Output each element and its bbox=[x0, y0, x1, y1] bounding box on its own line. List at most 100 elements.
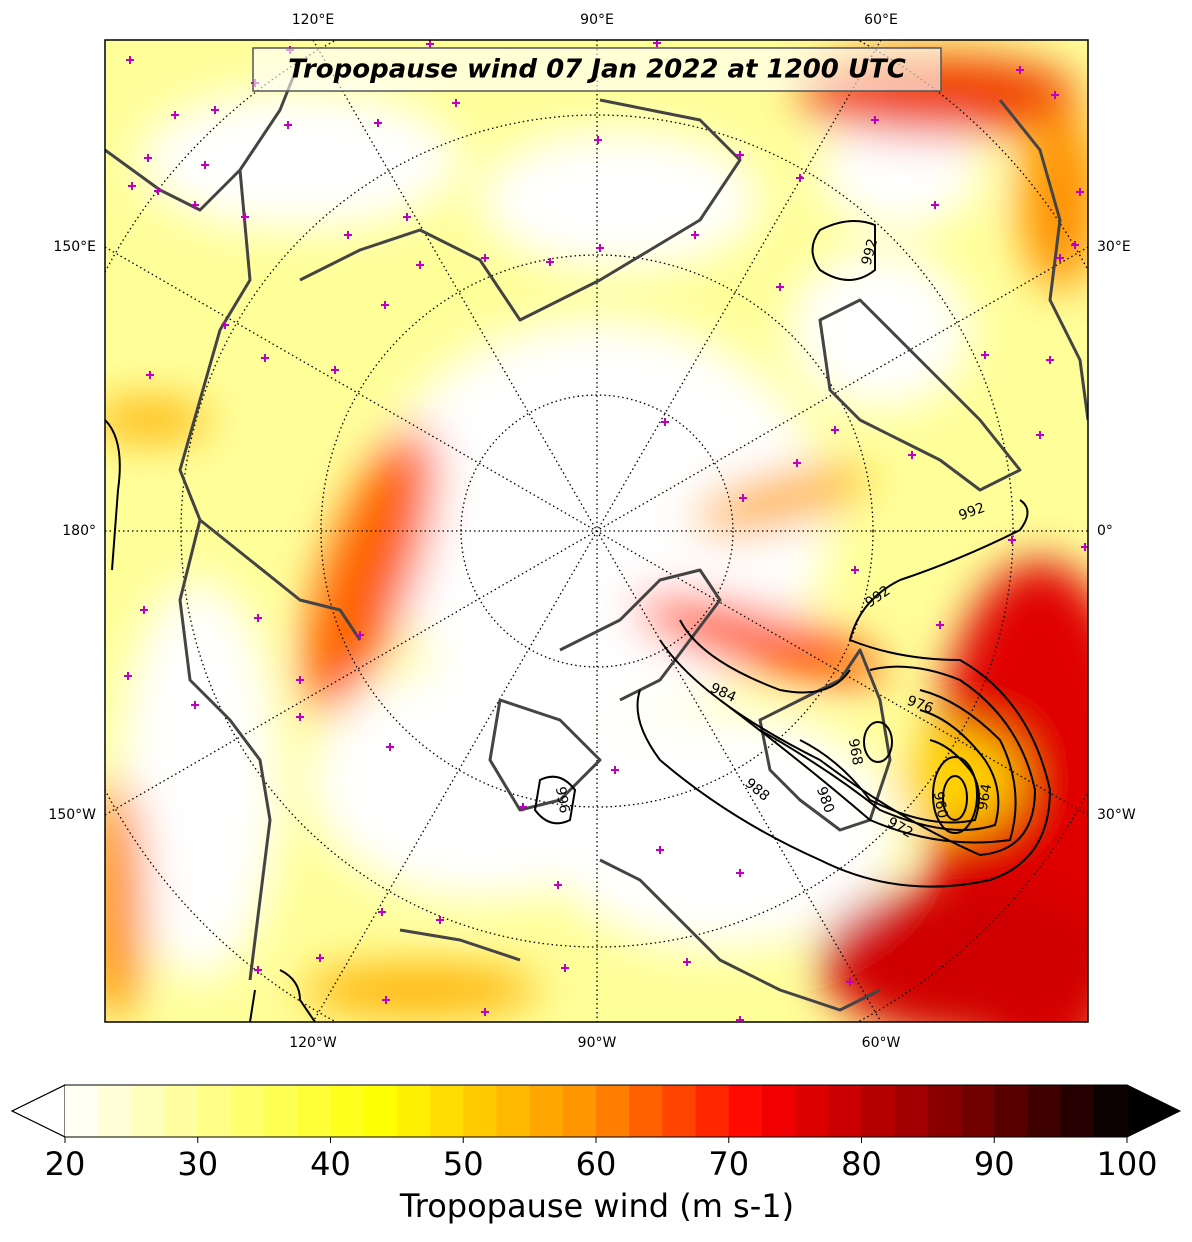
title-box bbox=[252, 47, 942, 92]
contour-label: 968 bbox=[845, 737, 865, 766]
colorbar-swatch bbox=[197, 1085, 232, 1137]
station bbox=[144, 154, 152, 162]
colorbar: 20 30 40 50 60 70 80 90 100 bbox=[10, 1084, 1182, 1183]
station bbox=[254, 614, 262, 622]
station bbox=[211, 106, 219, 114]
colorbar-swatch bbox=[131, 1085, 166, 1137]
lon-label: 120°E bbox=[292, 12, 335, 28]
colorbar-tick-label: 30 bbox=[177, 1145, 218, 1183]
station bbox=[191, 701, 199, 709]
station bbox=[736, 1016, 744, 1022]
colorbar-swatch bbox=[65, 1085, 99, 1137]
station bbox=[1056, 254, 1064, 262]
station bbox=[154, 187, 162, 195]
colorbar-swatch bbox=[695, 1085, 730, 1137]
contour-label: 964 bbox=[975, 782, 995, 811]
lon-label: 90°W bbox=[578, 1035, 617, 1051]
colorbar-tick-label: 90 bbox=[974, 1145, 1015, 1183]
station bbox=[736, 151, 744, 159]
station bbox=[871, 116, 879, 124]
lon-label: 60°W bbox=[862, 1035, 901, 1051]
station bbox=[201, 161, 209, 169]
station bbox=[171, 111, 179, 119]
lon-label: 180° bbox=[62, 523, 96, 539]
station bbox=[221, 321, 229, 329]
station bbox=[124, 672, 132, 680]
colorbar-swatch bbox=[98, 1085, 132, 1137]
station bbox=[191, 201, 199, 209]
colorbar-tick-label: 20 bbox=[45, 1145, 86, 1183]
station bbox=[1071, 241, 1079, 249]
station bbox=[316, 954, 324, 962]
wind-field bbox=[105, 55, 1088, 1022]
station bbox=[1036, 431, 1044, 439]
station bbox=[851, 566, 859, 574]
colorbar-tick-label: 50 bbox=[443, 1145, 484, 1183]
longitude-labels: 120°E 90°E 60°E 150°E 180° 150°W 30°E 0°… bbox=[48, 12, 1135, 1051]
colorbar-swatch bbox=[164, 1085, 199, 1137]
station bbox=[554, 881, 562, 889]
station bbox=[254, 966, 262, 974]
lon-label: 120°W bbox=[289, 1035, 337, 1051]
colorbar-swatch bbox=[894, 1085, 929, 1137]
station bbox=[381, 301, 389, 309]
colorbar-tick-label: 60 bbox=[576, 1145, 617, 1183]
station bbox=[561, 964, 569, 972]
station bbox=[378, 908, 386, 916]
colorbar-swatch bbox=[330, 1085, 365, 1137]
colorbar-label: Tropopause wind (m s-1) bbox=[399, 1187, 794, 1225]
station bbox=[296, 676, 304, 684]
station bbox=[403, 213, 411, 221]
contour-label: 960 bbox=[930, 790, 950, 819]
station bbox=[426, 40, 434, 48]
station bbox=[1016, 66, 1024, 74]
colorbar-swatch bbox=[297, 1085, 331, 1137]
colorbar-extend-high bbox=[1127, 1085, 1180, 1137]
station bbox=[416, 261, 424, 269]
station bbox=[331, 366, 339, 374]
station bbox=[831, 426, 839, 434]
station bbox=[1008, 536, 1016, 544]
station bbox=[382, 996, 390, 1004]
graticule bbox=[105, 40, 1088, 1022]
station bbox=[261, 354, 269, 362]
colorbar-swatch bbox=[1060, 1085, 1095, 1137]
station bbox=[296, 713, 304, 721]
colorbar-swatch bbox=[230, 1085, 265, 1137]
map-title: Tropopause wind 07 Jan 2022 at 1200 UTC bbox=[288, 55, 906, 85]
lon-label: 30°E bbox=[1097, 239, 1131, 255]
station bbox=[596, 244, 604, 252]
station bbox=[452, 99, 460, 107]
colorbar-swatch bbox=[1027, 1085, 1062, 1137]
colorbar-swatch bbox=[728, 1085, 763, 1137]
colorbar-tick-label: 40 bbox=[310, 1145, 351, 1183]
colorbar-swatch bbox=[961, 1085, 995, 1137]
colorbar-swatch bbox=[596, 1085, 630, 1137]
colorbar-swatch bbox=[1093, 1085, 1128, 1137]
colorbar-swatch bbox=[396, 1085, 431, 1137]
colorbar-swatch bbox=[264, 1085, 298, 1137]
station bbox=[386, 743, 394, 751]
station bbox=[736, 869, 744, 877]
colorbar-swatch bbox=[363, 1085, 398, 1137]
colorbar-tick-label: 100 bbox=[1096, 1145, 1157, 1183]
station bbox=[126, 56, 134, 64]
colorbar-swatch bbox=[927, 1085, 962, 1137]
colorbar-tick-label: 70 bbox=[708, 1145, 749, 1183]
map-frame bbox=[104, 39, 1089, 1023]
lon-label: 150°E bbox=[53, 239, 96, 255]
colorbar-swatch bbox=[861, 1085, 896, 1137]
station bbox=[691, 231, 699, 239]
map: 992 992 992 984 976 988 980 968 960 964 … bbox=[105, 40, 1088, 1022]
lon-label: 60°E bbox=[864, 12, 898, 28]
lon-label: 30°W bbox=[1097, 807, 1136, 823]
station bbox=[611, 766, 619, 774]
station bbox=[284, 121, 292, 129]
station bbox=[546, 258, 554, 266]
station bbox=[356, 631, 364, 639]
station bbox=[1076, 188, 1084, 196]
station bbox=[481, 1008, 489, 1016]
station bbox=[241, 213, 249, 221]
colorbar-extend-low bbox=[10, 1084, 66, 1138]
